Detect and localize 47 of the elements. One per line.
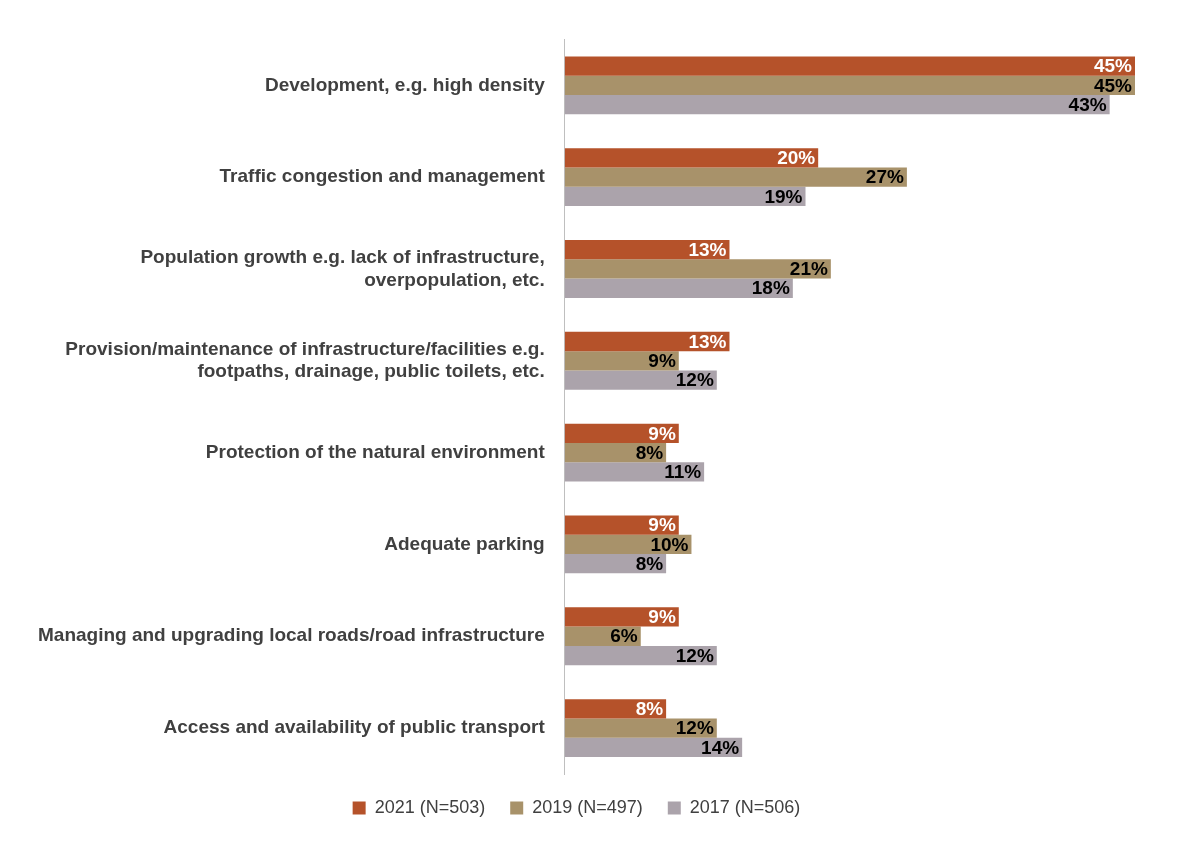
y-tick-label: Adequate parking xyxy=(384,532,545,554)
data-label: 12% xyxy=(675,369,714,391)
y-tick-label: Traffic congestion and management xyxy=(219,165,546,187)
bar xyxy=(564,278,793,298)
y-tick-label: Provision/maintenance of infrastructure/facilities e.g. footpaths, drainage, public toilets, etc. xyxy=(65,337,545,382)
data-label: 9% xyxy=(648,606,676,628)
data-label: 10% xyxy=(650,533,689,555)
data-label: 45% xyxy=(1093,55,1133,77)
legend-label: 2017 (N=506) xyxy=(689,796,801,817)
y-tick-label: Population growth e.g. lack of infrastructure, overpopulation, etc. xyxy=(140,245,545,290)
data-label: 9% xyxy=(648,422,676,444)
bar xyxy=(564,148,819,168)
bar xyxy=(564,462,705,482)
bar xyxy=(564,186,806,207)
data-label: 12% xyxy=(675,644,714,666)
data-label: 20% xyxy=(777,147,816,169)
legend-label: 2021 (N=503) xyxy=(374,796,486,817)
data-label: 19% xyxy=(764,185,803,207)
data-label: 8% xyxy=(635,441,664,463)
data-label: 13% xyxy=(688,330,727,352)
y-tick-label: Access and availability of public transport xyxy=(163,716,546,738)
data-label: 14% xyxy=(701,736,740,758)
data-label: 6% xyxy=(610,625,638,647)
bar xyxy=(564,718,717,738)
data-label: 9% xyxy=(648,514,676,536)
data-label: 43% xyxy=(1068,93,1107,115)
data-label: 11% xyxy=(664,461,702,483)
y-tick-label: Development, e.g. high density xyxy=(264,73,546,95)
bar xyxy=(564,56,1135,76)
data-label: 45% xyxy=(1093,74,1133,96)
data-label: 21% xyxy=(789,258,828,280)
data-label: 8% xyxy=(635,552,664,574)
bar xyxy=(564,167,907,187)
legend-label: 2019 (N=497) xyxy=(532,796,643,817)
y-tick-label: Protection of the natural environment xyxy=(205,440,546,462)
data-label: 13% xyxy=(688,238,727,260)
data-label: 9% xyxy=(648,350,676,372)
data-label: 12% xyxy=(675,717,714,739)
bar xyxy=(564,607,679,627)
bar xyxy=(564,75,1135,95)
data-label: 18% xyxy=(751,277,790,299)
bar xyxy=(564,94,1110,115)
bar xyxy=(564,370,717,390)
bar xyxy=(564,259,831,279)
data-label: 8% xyxy=(635,698,664,720)
y-tick-label: Managing and upgrading local roads/road infrastructure xyxy=(37,624,545,646)
data-label: 27% xyxy=(865,166,904,188)
